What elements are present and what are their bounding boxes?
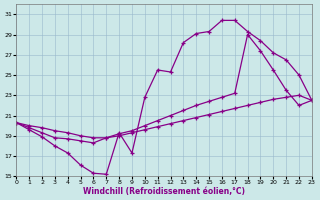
X-axis label: Windchill (Refroidissement éolien,°C): Windchill (Refroidissement éolien,°C)	[83, 187, 245, 196]
